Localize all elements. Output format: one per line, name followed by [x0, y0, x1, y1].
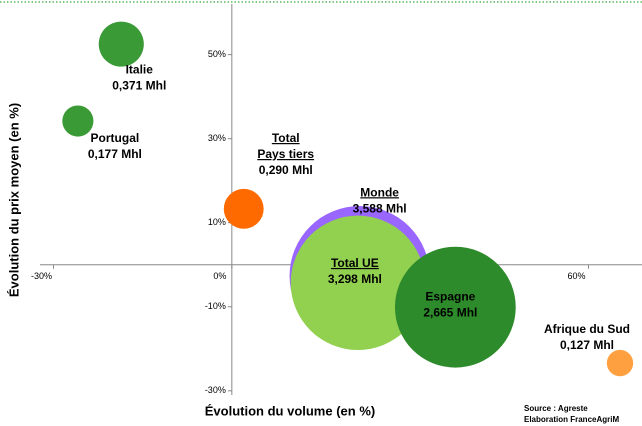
bubble-volume: 0,371 Mhl	[112, 78, 166, 92]
bubble	[394, 246, 516, 368]
y-tick-label: -10%	[205, 301, 226, 311]
y-tick-label: 30%	[208, 133, 226, 143]
source: Source : Agreste	[524, 404, 588, 413]
bubble-name: Monde	[360, 185, 399, 199]
bubble-name: Afrique du Sud	[544, 322, 630, 336]
y-tick-label: 50%	[208, 49, 226, 59]
x-tick-label: -30%	[31, 271, 52, 281]
y-tick-label: -30%	[205, 385, 226, 395]
bubble-name: Pays tiers	[257, 147, 314, 161]
bubble-volume: 0,290 Mhl	[259, 163, 313, 177]
y-axis-title: Évolution du prix moyen (en %)	[6, 103, 21, 297]
bubble-volume: 0,177 Mhl	[88, 147, 142, 161]
bubble-volume: 2,665 Mhl	[423, 305, 477, 319]
x-tick-label: 0%	[213, 271, 226, 281]
bubble-volume: 0,127 Mhl	[560, 338, 614, 352]
bubble-name: Espagne	[425, 289, 475, 303]
bubble-volume: 3,298 Mhl	[328, 272, 382, 286]
bubble	[223, 188, 264, 229]
bubble-name: Italie	[126, 62, 154, 76]
bubble-name: Portugal	[91, 131, 140, 145]
source: Elaboration FranceAgriM	[524, 415, 619, 424]
bubble	[606, 349, 634, 377]
bubble	[290, 215, 426, 350]
x-axis-title: Évolution du volume (en %)	[205, 403, 375, 418]
bubble	[98, 21, 144, 67]
bubble-name: Total UE	[331, 256, 379, 270]
x-tick-label: 60%	[567, 271, 585, 281]
y-tick-label: 10%	[208, 217, 226, 227]
bubble-name: Total	[272, 131, 300, 145]
bubble	[62, 105, 94, 137]
bubble-volume: 3,588 Mhl	[353, 201, 407, 215]
